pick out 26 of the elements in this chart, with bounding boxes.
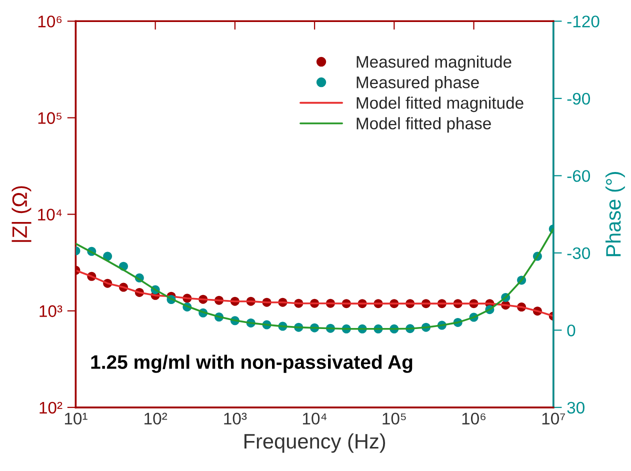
y2-axis-title: Phase (°) <box>605 172 625 256</box>
y-tick-label: 10⁵ <box>38 112 62 124</box>
x-tick-label: 10³ <box>224 412 247 425</box>
x-tick-label: 10² <box>144 412 168 425</box>
y2-tick-label: 30 <box>567 402 584 414</box>
x-tick-label: 10⁴ <box>302 412 327 425</box>
y-tick-label: 10² <box>40 402 62 414</box>
x-axis-title: Frequency (Hz) <box>244 433 386 453</box>
legend-label: Measured phase <box>356 76 479 92</box>
x-tick-label: 10⁶ <box>462 412 486 425</box>
legend-label: Model fitted phase <box>356 117 491 133</box>
y2-tick-label: -30 <box>567 247 590 260</box>
y-tick-label: 10⁴ <box>38 208 62 221</box>
x-tick-label: 10¹ <box>64 412 88 425</box>
x-tick-label: 10⁷ <box>542 412 565 425</box>
y2-tick-label: 0 <box>567 324 576 336</box>
y-tick-label: 10³ <box>40 305 62 318</box>
x-tick-label: 10⁵ <box>382 412 406 425</box>
y-tick-label: 10⁶ <box>38 16 62 28</box>
legend-label: Model fitted magnitude <box>356 96 524 112</box>
y2-tick-label: -90 <box>567 92 590 105</box>
y-axis-title: |Z| (Ω) <box>12 186 32 242</box>
y2-tick-label: -120 <box>567 16 600 28</box>
annotation: 1.25 mg/ml with non-passivated Ag <box>91 354 412 373</box>
y2-tick-label: -60 <box>567 170 590 182</box>
legend-label: Measured magnitude <box>356 56 512 72</box>
